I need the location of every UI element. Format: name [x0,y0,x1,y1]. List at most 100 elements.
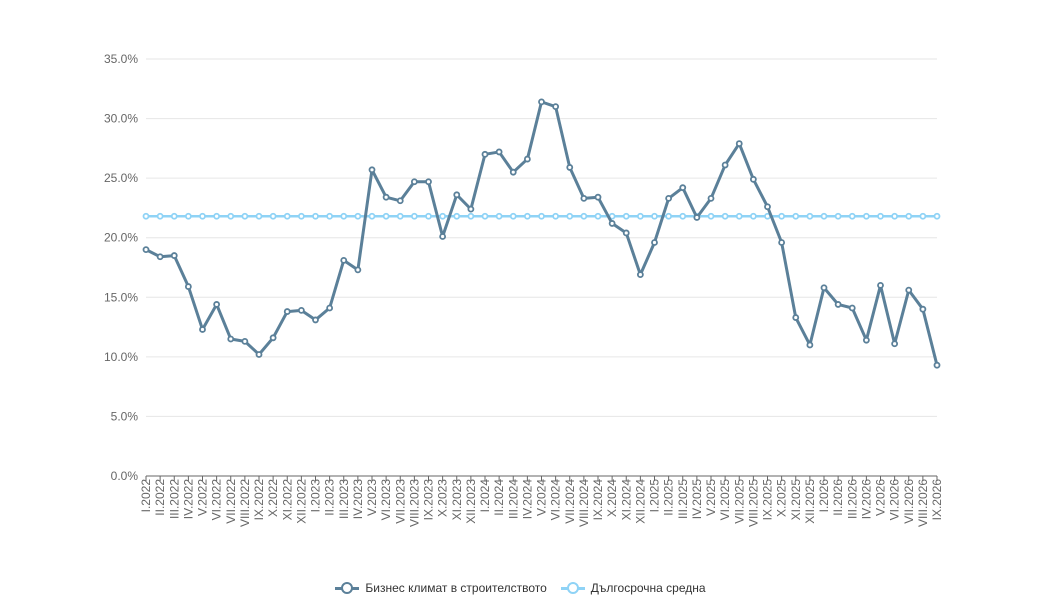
data-point-long-term-average[interactable] [848,212,856,220]
data-point-business-climate[interactable] [184,283,192,290]
data-point-business-climate[interactable] [170,252,178,259]
legend-item-long-term-average[interactable]: Дългосрочна средна [560,581,706,595]
data-point-business-climate[interactable] [382,193,390,201]
data-point-long-term-average[interactable] [410,212,418,220]
data-point-business-climate[interactable] [410,178,418,186]
data-point-long-term-average[interactable] [213,212,221,220]
data-point-long-term-average[interactable] [566,212,574,220]
data-point-long-term-average[interactable] [665,212,673,220]
data-point-business-climate[interactable] [326,304,334,312]
data-point-business-climate[interactable] [580,194,588,202]
data-point-long-term-average[interactable] [820,212,828,220]
data-point-long-term-average[interactable] [269,212,277,220]
data-point-long-term-average[interactable] [495,212,503,220]
data-point-long-term-average[interactable] [891,212,899,220]
data-point-business-climate[interactable] [467,205,475,213]
data-point-business-climate[interactable] [552,103,560,111]
data-point-long-term-average[interactable] [184,212,192,220]
data-point-business-climate[interactable] [749,175,757,183]
data-point-long-term-average[interactable] [919,212,927,220]
data-point-business-climate[interactable] [227,335,235,343]
data-point-long-term-average[interactable] [933,212,941,220]
data-point-long-term-average[interactable] [538,212,545,220]
data-point-business-climate[interactable] [283,308,291,315]
data-point-long-term-average[interactable] [834,212,842,220]
data-point-business-climate[interactable] [622,229,630,237]
data-point-business-climate[interactable] [707,194,715,202]
data-point-long-term-average[interactable] [679,212,687,220]
data-point-long-term-average[interactable] [622,212,630,220]
data-point-business-climate[interactable] [368,166,376,174]
data-point-long-term-average[interactable] [382,212,390,220]
data-point-business-climate[interactable] [636,271,644,279]
data-point-long-term-average[interactable] [552,212,560,220]
data-point-long-term-average[interactable] [241,212,249,220]
data-point-business-climate[interactable] [651,239,658,246]
data-point-business-climate[interactable] [538,98,545,106]
data-point-long-term-average[interactable] [156,212,164,220]
data-point-long-term-average[interactable] [721,212,729,220]
data-point-business-climate[interactable] [665,194,673,202]
data-point-business-climate[interactable] [693,214,701,221]
data-point-long-term-average[interactable] [806,212,814,220]
data-point-long-term-average[interactable] [199,212,206,220]
data-point-business-climate[interactable] [792,314,800,321]
data-point-business-climate[interactable] [764,203,771,211]
data-point-long-term-average[interactable] [792,212,800,220]
data-point-business-climate[interactable] [495,148,503,156]
data-point-long-term-average[interactable] [283,212,291,220]
data-point-business-climate[interactable] [891,340,899,348]
data-point-business-climate[interactable] [848,304,856,312]
data-point-business-climate[interactable] [396,197,404,205]
data-point-long-term-average[interactable] [778,212,786,220]
data-point-business-climate[interactable] [820,284,828,292]
data-point-business-climate[interactable] [213,301,221,308]
data-point-long-term-average[interactable] [368,212,376,220]
data-point-business-climate[interactable] [735,140,743,147]
data-point-business-climate[interactable] [509,168,517,176]
data-point-business-climate[interactable] [354,266,362,274]
data-point-business-climate[interactable] [340,256,348,264]
data-point-business-climate[interactable] [481,150,489,158]
data-point-long-term-average[interactable] [340,212,348,220]
data-point-long-term-average[interactable] [312,212,319,220]
data-point-long-term-average[interactable] [467,212,475,220]
data-point-business-climate[interactable] [255,351,263,358]
data-point-long-term-average[interactable] [862,212,870,220]
data-point-long-term-average[interactable] [735,212,743,220]
data-point-business-climate[interactable] [241,337,249,345]
data-point-business-climate[interactable] [269,334,277,342]
legend-item-business-climate[interactable]: Бизнес климат в строителството [335,581,547,595]
data-point-business-climate[interactable] [919,305,927,313]
data-point-business-climate[interactable] [566,164,574,171]
data-point-long-term-average[interactable] [509,212,517,220]
data-point-long-term-average[interactable] [707,212,715,220]
data-point-business-climate[interactable] [721,161,729,169]
data-point-long-term-average[interactable] [425,212,432,220]
data-point-business-climate[interactable] [156,253,164,261]
data-point-long-term-average[interactable] [142,212,150,220]
data-point-business-climate[interactable] [594,193,602,201]
data-point-business-climate[interactable] [312,316,319,324]
data-point-business-climate[interactable] [834,301,842,308]
data-point-long-term-average[interactable] [651,212,658,220]
data-point-long-term-average[interactable] [481,212,489,220]
data-point-business-climate[interactable] [439,233,447,240]
data-point-long-term-average[interactable] [255,212,263,220]
data-point-long-term-average[interactable] [636,212,644,220]
data-point-business-climate[interactable] [608,220,616,227]
data-point-business-climate[interactable] [806,341,814,349]
data-point-business-climate[interactable] [425,178,432,186]
data-point-long-term-average[interactable] [523,212,531,220]
data-point-long-term-average[interactable] [396,212,404,220]
data-point-business-climate[interactable] [933,361,941,369]
data-point-long-term-average[interactable] [580,212,588,220]
data-point-long-term-average[interactable] [905,212,913,220]
data-point-long-term-average[interactable] [594,212,602,220]
data-point-long-term-average[interactable] [326,212,334,220]
data-point-business-climate[interactable] [862,336,870,344]
data-point-business-climate[interactable] [297,306,305,314]
data-point-long-term-average[interactable] [297,212,305,220]
data-point-business-climate[interactable] [453,191,461,199]
data-point-long-term-average[interactable] [877,212,884,220]
